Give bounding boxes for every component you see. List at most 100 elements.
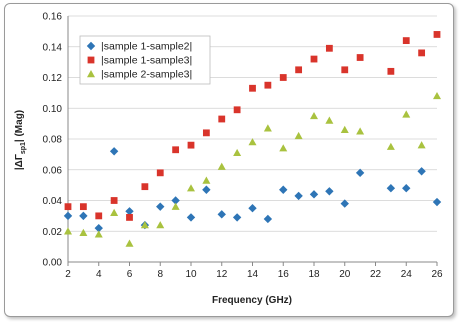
data-point (202, 129, 210, 137)
series-1 (63, 147, 442, 233)
data-point (417, 167, 426, 176)
x-tick-label: 26 (431, 269, 443, 280)
data-point (79, 228, 88, 236)
data-point (94, 223, 103, 233)
data-point (263, 214, 273, 224)
x-tick-label: 16 (278, 269, 290, 280)
legend-label: |sample 1-sample3| (101, 55, 192, 67)
series-2 (64, 31, 441, 221)
legend-label: |sample 1-sample2| (101, 41, 192, 53)
data-point (202, 176, 211, 184)
data-point (172, 146, 180, 154)
data-point (295, 66, 303, 74)
x-tick-label: 20 (339, 269, 351, 280)
data-point (233, 148, 242, 157)
data-point (187, 184, 195, 192)
y-tick-label: 0.02 (43, 227, 63, 238)
y-tick-label: 0.08 (43, 135, 63, 146)
data-point (95, 212, 103, 220)
data-point (432, 197, 442, 207)
data-point (279, 74, 287, 81)
x-tick-labels: 2 4 6 8 10 12 14 16 18 20 22 24 26 (65, 269, 443, 280)
data-point (386, 184, 396, 193)
data-point (279, 144, 288, 152)
data-point (340, 125, 349, 133)
axes (67, 16, 438, 266)
x-tick-label: 2 (65, 269, 71, 280)
data-point (325, 116, 334, 124)
y-tick-label: 0.00 (43, 258, 63, 269)
data-point (94, 230, 103, 238)
data-point (141, 183, 149, 191)
data-point (126, 214, 133, 221)
data-point (156, 221, 165, 229)
data-point (156, 202, 165, 211)
data-point (279, 185, 288, 194)
data-point (186, 213, 196, 222)
data-point (294, 191, 303, 201)
x-tick-label: 22 (370, 269, 382, 280)
x-axis-title: Frequency (GHz) (212, 295, 292, 306)
data-point (79, 203, 87, 211)
data-point (248, 138, 257, 146)
x-tick-label: 24 (401, 269, 413, 280)
data-point (264, 81, 272, 89)
data-point (140, 221, 149, 229)
data-point (125, 207, 134, 216)
data-point (310, 55, 318, 63)
data-point (402, 37, 410, 44)
legend-marker (86, 41, 96, 51)
y-tick-label: 0.14 (43, 42, 63, 53)
y-tick-label: 0.16 (43, 12, 63, 23)
x-tick-label: 8 (157, 269, 163, 280)
data-point (402, 184, 411, 193)
data-point (309, 190, 319, 199)
x-tick-label: 14 (247, 269, 259, 280)
data-point (294, 131, 303, 140)
data-point (386, 142, 395, 150)
data-point (325, 44, 333, 52)
data-point (402, 110, 411, 118)
y-tick-label: 0.04 (43, 196, 63, 207)
data-point (202, 185, 211, 194)
data-point (64, 227, 72, 235)
data-point (417, 141, 426, 149)
data-point (64, 203, 72, 211)
data-point (356, 54, 364, 61)
data-point (171, 202, 180, 210)
data-point (109, 147, 119, 156)
data-point (63, 211, 73, 221)
legend-marker (87, 70, 95, 78)
data-point (433, 31, 441, 38)
y-tick-label: 0.12 (43, 73, 63, 84)
x-tick-label: 4 (96, 269, 102, 280)
y-tick-labels: 0.00 0.02 0.04 0.06 0.08 0.10 0.12 0.14 0.16 (43, 12, 63, 269)
y-tick-label: 0.06 (43, 165, 63, 176)
y-tick-label: 0.10 (43, 104, 63, 115)
data-point (355, 168, 365, 178)
x-tick-label: 18 (308, 269, 320, 280)
data-point (110, 208, 119, 216)
x-tick-label: 6 (127, 269, 133, 280)
legend-marker (87, 56, 95, 64)
legend-label: |sample 2-sample3| (101, 69, 192, 81)
x-tick-label: 10 (185, 269, 197, 280)
data-point (232, 213, 242, 222)
data-point (418, 49, 426, 57)
x-tick-label: 12 (216, 269, 228, 280)
data-point (341, 66, 349, 74)
data-point (310, 111, 318, 120)
data-point (217, 210, 226, 219)
data-point (263, 124, 272, 132)
data-point (248, 203, 257, 213)
data-point (249, 84, 256, 92)
data-point (340, 199, 349, 208)
data-point (356, 127, 365, 135)
data-point (156, 169, 164, 177)
data-point (325, 187, 334, 196)
data-point (233, 106, 241, 114)
data-point (433, 91, 441, 100)
data-point (187, 141, 195, 149)
data-point (217, 162, 226, 170)
